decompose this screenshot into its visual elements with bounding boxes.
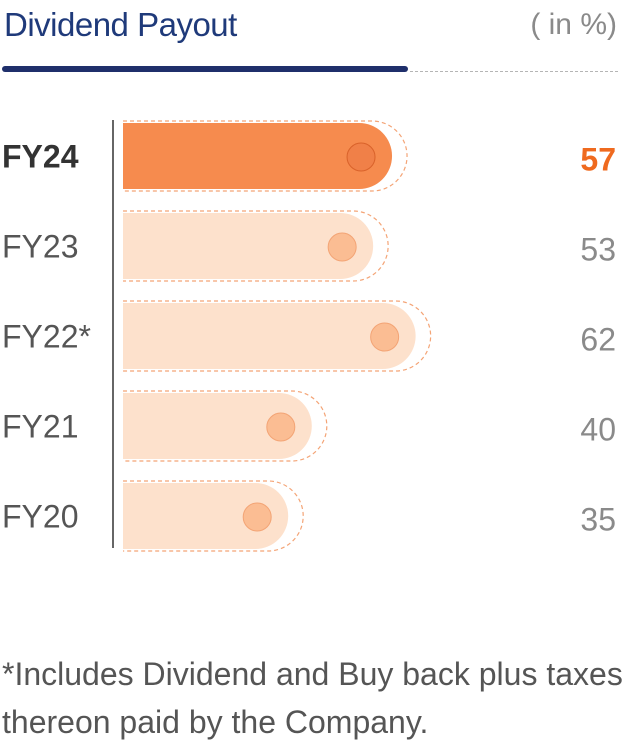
title-underline bbox=[2, 66, 408, 72]
value-label: 62 bbox=[580, 321, 616, 357]
value-label: 53 bbox=[580, 231, 616, 267]
bar bbox=[123, 483, 289, 549]
title-dashed-rule bbox=[410, 71, 618, 72]
bar bbox=[123, 123, 393, 189]
value-label: 57 bbox=[580, 141, 616, 177]
bar-outline bbox=[123, 390, 328, 462]
bar bbox=[123, 213, 374, 279]
bar-chart: FY24 57 FY23 53 FY22* 62 FY21 40 FY20 35 bbox=[2, 120, 616, 552]
unit-label: ( in %) bbox=[530, 8, 617, 41]
bar-outline bbox=[123, 480, 304, 552]
value-label: 35 bbox=[580, 501, 616, 537]
category-label: FY20 bbox=[2, 498, 78, 534]
category-label: FY22* bbox=[2, 318, 91, 354]
footnote: *Includes Dividend and Buy back plus tax… bbox=[2, 656, 623, 740]
bar bbox=[123, 393, 312, 459]
bar bbox=[123, 303, 416, 369]
bar-dot bbox=[346, 142, 376, 172]
category-label: FY24 bbox=[2, 138, 79, 174]
bar-dot bbox=[266, 412, 296, 442]
chart-title: Dividend Payout bbox=[4, 6, 237, 43]
bar-dot bbox=[327, 232, 357, 262]
bar-outline bbox=[123, 120, 408, 192]
category-label: FY21 bbox=[2, 408, 78, 444]
category-label: FY23 bbox=[2, 228, 78, 264]
bar-dot bbox=[370, 322, 400, 352]
bar-dot bbox=[242, 502, 272, 532]
value-label: 40 bbox=[580, 411, 616, 447]
